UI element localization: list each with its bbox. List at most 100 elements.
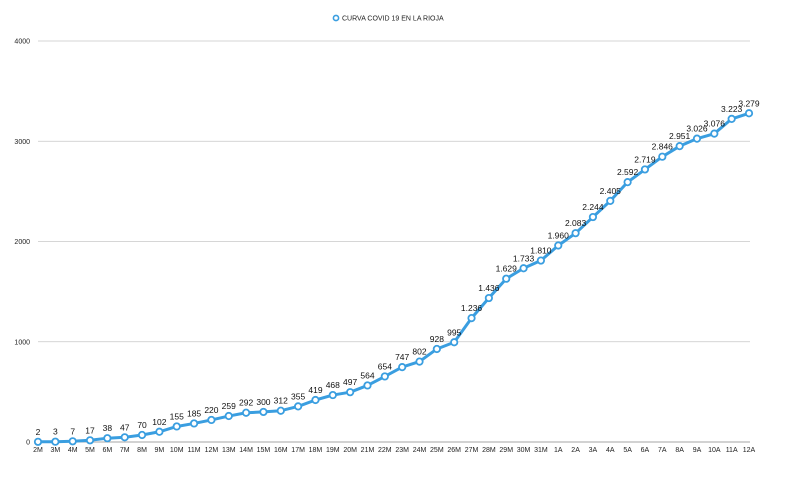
data-label: 1.810 <box>530 246 552 256</box>
data-label: 1.436 <box>478 283 500 293</box>
x-tick-label: 7A <box>658 447 667 454</box>
data-label: 747 <box>395 352 409 362</box>
data-point <box>241 408 251 417</box>
data-point <box>33 437 43 446</box>
x-tick-label: 2A <box>571 447 580 454</box>
x-tick-label: 19M <box>326 447 340 454</box>
data-label: 3.026 <box>686 124 708 134</box>
data-point <box>692 134 702 143</box>
data-label: 564 <box>360 370 374 380</box>
x-tick-label: 12A <box>743 447 756 454</box>
x-tick-label: 21M <box>361 447 375 454</box>
data-point <box>571 229 580 238</box>
data-point <box>155 427 164 436</box>
x-tick-label: 28M <box>482 447 496 454</box>
data-point <box>189 419 199 428</box>
data-label: 300 <box>256 397 270 407</box>
data-label: 292 <box>239 398 253 408</box>
x-tick-label: 6A <box>641 447 650 454</box>
x-tick-label: 9A <box>693 447 702 454</box>
data-label: 259 <box>222 401 236 411</box>
y-tick-label: 0 <box>26 440 30 447</box>
x-tick-label: 10M <box>170 447 184 454</box>
data-point <box>519 264 528 273</box>
x-tick-label: 3A <box>589 447 598 454</box>
x-tick-label: 11M <box>188 447 201 454</box>
x-tick-label: 8M <box>137 447 147 454</box>
x-tick-label: 14M <box>239 447 253 454</box>
data-point <box>710 129 719 138</box>
data-point <box>207 415 216 425</box>
data-point <box>554 241 563 250</box>
data-label: 3.076 <box>704 119 726 129</box>
x-tick-label: 4A <box>606 447 615 454</box>
data-label: 70 <box>137 420 147 430</box>
data-point <box>484 293 493 303</box>
data-point <box>380 372 389 381</box>
data-point <box>640 165 650 174</box>
x-tick-label: 12M <box>205 447 219 454</box>
data-point <box>744 109 754 118</box>
data-label: 355 <box>291 391 305 401</box>
data-labels: 2 3 7 17 38 47 70 102 155 185 220 259 292 300 312 35541… <box>36 98 760 437</box>
data-point <box>346 388 355 397</box>
data-label: 185 <box>187 408 201 418</box>
data-point <box>623 178 632 187</box>
data-label: 802 <box>412 347 426 357</box>
data-label: 2 <box>36 427 41 437</box>
data-label: 468 <box>326 380 340 390</box>
x-tick-label: 31M <box>534 447 548 454</box>
data-label: 2.719 <box>634 154 656 164</box>
data-point <box>727 114 736 123</box>
data-point <box>68 437 77 446</box>
x-tick-label: 3M <box>50 447 60 454</box>
data-label: 654 <box>378 361 392 371</box>
legend-label: CURVA COVID 19 EN LA RIOJA <box>342 16 444 23</box>
x-tick-label: 13M <box>222 447 236 454</box>
data-point <box>658 152 667 161</box>
data-label: 47 <box>120 422 130 432</box>
legend: CURVA COVID 19 EN LA RIOJA <box>332 14 444 23</box>
data-label: 928 <box>430 334 444 344</box>
data-point <box>363 381 372 390</box>
data-point <box>51 437 60 446</box>
x-tick-label: 6M <box>102 447 112 454</box>
data-label: 7 <box>70 426 75 436</box>
data-point <box>224 411 233 421</box>
x-tick-label: 30M <box>517 447 531 454</box>
data-point <box>415 357 424 366</box>
data-point <box>137 430 147 440</box>
data-label: 1.960 <box>548 231 570 241</box>
x-tick-label: 11A <box>726 447 738 454</box>
data-point <box>259 407 268 417</box>
data-label: 419 <box>308 385 322 395</box>
x-tick-label: 9M <box>155 447 165 454</box>
data-label: 1.236 <box>461 303 483 313</box>
x-tick-label: 25M <box>430 447 444 454</box>
x-tick-label: 29M <box>499 447 513 454</box>
data-point <box>536 256 546 265</box>
x-tick-label: 7M <box>120 447 130 454</box>
data-label: 102 <box>152 417 166 427</box>
data-label: 2.592 <box>617 167 639 177</box>
data-label: 2.083 <box>565 218 587 228</box>
x-tick-label: 15M <box>257 447 271 454</box>
data-label: 3 <box>53 427 58 437</box>
x-tick-label: 20M <box>343 447 357 454</box>
data-point <box>588 212 598 222</box>
x-tick-label: 10A <box>708 447 721 454</box>
data-point <box>467 313 476 323</box>
data-label: 38 <box>103 423 113 433</box>
x-axis: 2M 3M 4M 5M 6M 7M 8M 9M 10M 11M 12M 13M 14M 15M 16M 17M… <box>33 447 755 454</box>
data-point <box>432 344 441 354</box>
data-point <box>502 274 511 283</box>
y-tick-label: 2000 <box>14 239 30 246</box>
data-points <box>33 109 754 446</box>
x-tick-label: 26M <box>447 447 461 454</box>
x-tick-label: 1A <box>554 447 563 454</box>
data-label: 995 <box>447 327 461 337</box>
data-label: 2.846 <box>652 142 674 152</box>
x-tick-label: 17M <box>291 447 305 454</box>
data-point <box>398 363 407 372</box>
